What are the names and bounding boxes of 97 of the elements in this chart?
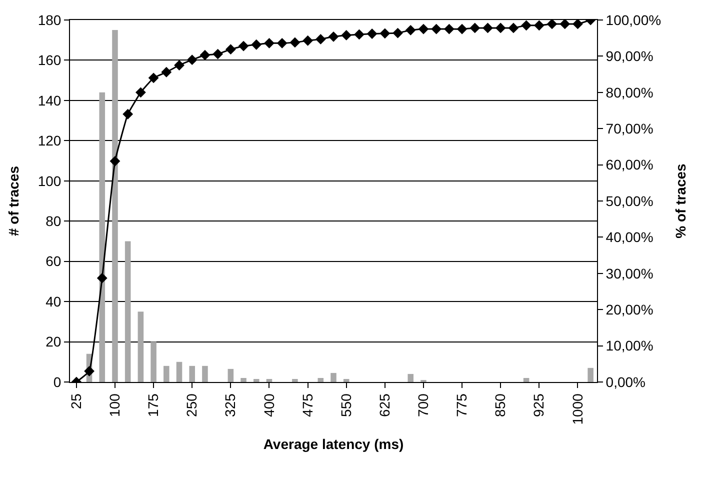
point [186,54,198,66]
point [315,34,326,44]
y-tick-label: 140 [38,92,62,108]
point [431,24,442,34]
point [174,60,184,70]
bar [228,368,234,382]
point [161,66,172,78]
point [354,29,364,40]
point [238,40,249,52]
bar [138,312,144,382]
x-tick-label: 925 [530,393,547,417]
x-tick-label: 175 [145,393,162,417]
y-tick-label: 160 [38,52,62,68]
point [380,28,390,39]
bar [408,374,414,382]
point [328,31,339,42]
x-axis-title: Average latency (ms) [263,436,404,452]
x-tick-label: 1000 [569,393,586,425]
point [534,20,544,31]
x-tick-label: 475 [299,393,316,417]
x-tick-label: 400 [260,393,277,417]
point [470,22,480,34]
y-tick-label: 60 [46,253,62,270]
y2-tick-label: 30,00% [606,265,654,282]
point [84,366,94,376]
y-tick-label: 20 [46,334,62,350]
y-tick-label: 80 [46,213,62,230]
point [225,44,236,55]
y2-axis-title: % of traces [672,163,688,238]
y2-tick-label: 70,00% [606,120,654,136]
y2-tick-label: 80,00% [606,84,654,100]
y2-tick-label: 10,00% [606,338,654,354]
x-tick-label: 100 [106,393,123,417]
y-tick-label: 40 [46,293,62,310]
point [200,50,210,60]
y2-tick-label: 100,00% [606,12,662,28]
point [122,108,134,120]
point [444,24,454,34]
bar [202,366,208,382]
bar [150,342,156,382]
bar [523,378,530,382]
point [405,24,416,36]
x-tick-label: 250 [184,393,200,417]
point [290,37,300,48]
y2-tick-label: 50,00% [606,192,654,209]
bar [330,372,336,382]
point [392,28,403,38]
y2-tick-label: 40,00% [606,229,654,246]
point [264,38,274,48]
x-tick-label: 325 [222,393,238,417]
point [148,72,159,84]
y-tick-label: 100 [38,172,62,189]
bar [176,362,182,382]
x-tick-label: 700 [415,393,432,417]
y2-tick-label: 60,00% [606,156,654,173]
point [418,24,429,34]
point [302,35,313,46]
y2-tick-label: 20,00% [606,302,654,318]
point [366,28,378,39]
bar [164,366,170,382]
x-tick-label: 850 [492,393,508,417]
bar [189,366,195,382]
y-tick-label: 180 [38,12,62,28]
point [276,38,288,48]
point [96,272,108,284]
y-tick-label: 0 [53,374,62,390]
y-axis-title: # of traces [5,166,22,236]
point [560,20,570,30]
y2-tick-label: 0,00% [606,374,646,390]
point [482,22,493,34]
bar [266,378,272,382]
point [495,22,506,34]
point [110,156,120,166]
point [508,22,519,34]
point [546,20,558,30]
bar [112,30,118,382]
bar [253,378,260,382]
bar [292,378,298,382]
point [572,20,583,30]
bar [240,378,246,382]
x-tick-label: 775 [454,393,470,417]
bar [99,92,106,382]
bar [588,368,594,382]
bar [343,378,350,382]
point [456,24,468,34]
x-tick-label: 550 [338,393,354,417]
point [212,48,224,60]
x-tick-label: 25 [68,393,84,410]
point [251,39,262,50]
x-tick-label: 625 [376,393,392,417]
y-tick-label: 120 [38,132,62,149]
point [136,87,146,98]
bar [318,378,324,382]
point [521,20,532,31]
point [341,30,352,40]
bar [124,241,131,382]
y2-tick-label: 90,00% [606,48,654,64]
